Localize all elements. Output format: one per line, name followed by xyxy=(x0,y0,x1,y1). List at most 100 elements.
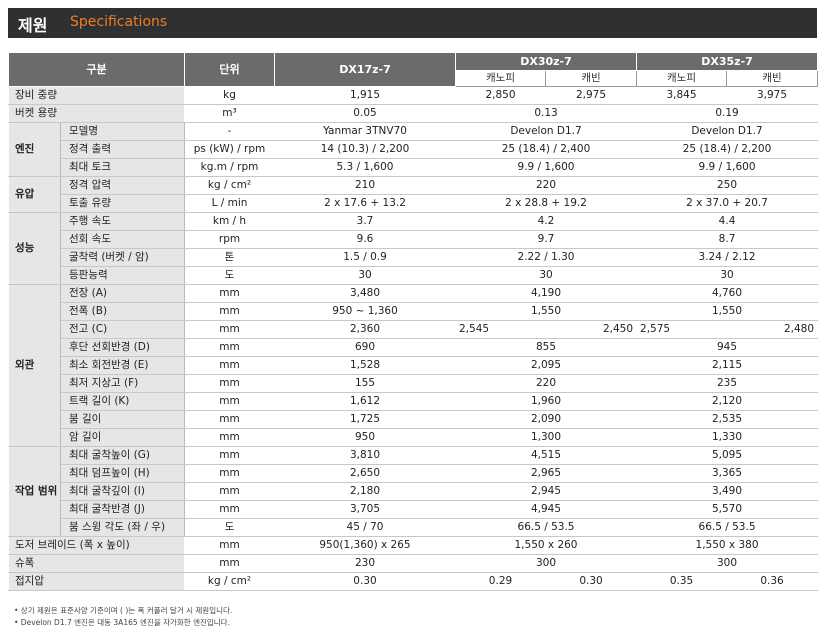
table-row: 정격 출력 ps (kW) / rpm 14 (10.3) / 2,200 25… xyxy=(9,140,819,159)
cell-dx35-cabin: 3,975 xyxy=(726,86,819,105)
header-dx35-canopy: 캐노피 xyxy=(636,70,728,87)
cell-dx35: 2,535 xyxy=(636,410,819,429)
section-header: 제원 Specifications xyxy=(8,8,817,38)
spec-table: 구분 단위 DX17z-7 DX30z-7 DX35z-7 캐노피 캐빈 캐노피… xyxy=(8,52,819,591)
row-unit: mm xyxy=(184,284,275,303)
cell-dx17: 3,480 xyxy=(274,284,456,303)
row-label: 붐 스윙 각도 (좌 / 우) xyxy=(60,518,185,537)
row-unit: m³ xyxy=(184,104,275,123)
cell-dx30: 9.7 xyxy=(454,230,638,249)
row-label: 최대 덤프높이 (H) xyxy=(60,464,185,483)
section-title-ko: 제원 xyxy=(18,16,48,35)
table-row: 유압 정격 압력 kg / cm² 210 220 250 xyxy=(8,176,819,213)
table-row: 선회 속도 rpm 9.6 9.7 8.7 xyxy=(9,230,819,249)
cell-dx17: 30 xyxy=(274,266,456,285)
cell-dx17: 1.5 / 0.9 xyxy=(274,248,456,267)
cell-dx35: 945 xyxy=(636,338,819,357)
row-unit: ps (kW) / rpm xyxy=(184,140,275,159)
cell-dx17: 690 xyxy=(274,338,456,357)
cell-dx35: 300 xyxy=(636,554,819,573)
cell-dx35: 25 (18.4) / 2,200 xyxy=(636,140,819,159)
header-dx35: DX35z-7 xyxy=(636,52,819,71)
cell-dx17: 2 x 17.6 + 13.2 xyxy=(274,194,456,213)
row-label: 최대 굴착반경 (J) xyxy=(60,500,185,519)
category-performance: 성능 xyxy=(8,212,61,285)
cell-dx30: 66.5 / 53.5 xyxy=(454,518,638,537)
cell-dx30: 220 xyxy=(454,176,638,195)
table-row: 전폭 (B) mm 950 ~ 1,360 1,550 1,550 xyxy=(9,302,819,321)
row-unit: mm xyxy=(184,536,275,555)
table-row: 붐 길이 mm 1,725 2,090 2,535 xyxy=(9,410,819,429)
row-label: 붐 길이 xyxy=(60,410,185,429)
cell-dx17: 2,360 xyxy=(274,320,456,339)
row-label: 최저 지상고 (F) xyxy=(60,374,185,393)
row-unit: 톤 xyxy=(184,248,275,267)
cell-dx30-canopy: 2,850 xyxy=(455,86,546,105)
row-label: 등판능력 xyxy=(60,266,185,285)
cell-dx35: 4,760 xyxy=(636,284,819,303)
table-row: 최저 지상고 (F) mm 155 220 235 xyxy=(9,374,819,393)
table-row: 후단 선회반경 (D) mm 690 855 945 xyxy=(9,338,819,357)
cell-dx35: 9.9 / 1,600 xyxy=(636,158,819,177)
cell-dx30: 1,550 xyxy=(454,302,638,321)
row-label: 모델명 xyxy=(60,122,185,141)
cell-dx30: 4.2 xyxy=(454,212,638,231)
footnote: • Develon D1.7 엔진은 대동 3A165 엔진을 자가화한 엔진입… xyxy=(14,618,230,627)
row-unit: mm xyxy=(184,374,275,393)
table-row: 슈폭 mm 230 300 300 xyxy=(8,554,819,573)
table-row: 최소 회전반경 (E) mm 1,528 2,095 2,115 xyxy=(9,356,819,375)
cell-dx30: 4,515 xyxy=(454,446,638,465)
cell-dx17: 155 xyxy=(274,374,456,393)
cell-dx35-canopy: 0.35 xyxy=(636,572,728,591)
cell-dx30: 9.9 / 1,600 xyxy=(454,158,638,177)
table-row: 작업 범위 최대 굴착높이 (G) mm 3,810 4,515 5,095 xyxy=(8,446,819,537)
table-row: 최대 덤프높이 (H) mm 2,650 2,965 3,365 xyxy=(9,464,819,483)
row-unit: mm xyxy=(184,356,275,375)
table-row: 도저 브레이드 (폭 x 높이) mm 950(1,360) x 265 1,5… xyxy=(8,536,819,555)
row-label: 전폭 (B) xyxy=(60,302,185,321)
cell-dx30: Develon D1.7 xyxy=(454,122,638,141)
cell-dx35: 1,330 xyxy=(636,428,819,447)
cell-dx17: 45 / 70 xyxy=(274,518,456,537)
row-label: 도저 브레이드 (폭 x 높이) xyxy=(8,536,185,555)
row-label: 최대 굴착높이 (G) xyxy=(60,446,185,465)
row-unit: mm xyxy=(184,554,275,573)
cell-dx35: 5,570 xyxy=(636,500,819,519)
row-label: 버켓 용량 xyxy=(8,104,185,123)
table-row: 등판능력 도 30 30 30 xyxy=(9,266,819,285)
cell-dx17: 1,528 xyxy=(274,356,456,375)
cell-dx35: 3.24 / 2.12 xyxy=(636,248,819,267)
cell-dx17: 1,725 xyxy=(274,410,456,429)
cell-dx35: 5,095 xyxy=(636,446,819,465)
row-unit: 도 xyxy=(184,266,275,285)
cell-dx30: 300 xyxy=(454,554,638,573)
row-unit: kg / cm² xyxy=(184,176,275,195)
row-label: 토출 유량 xyxy=(60,194,185,213)
cell-dx17: 0.30 xyxy=(274,572,456,591)
header-unit: 단위 xyxy=(184,52,275,87)
row-unit: km / h xyxy=(184,212,275,231)
cell-dx17: 3,705 xyxy=(274,500,456,519)
header-dx30-canopy: 캐노피 xyxy=(455,70,546,87)
cell-dx35: 3,365 xyxy=(636,464,819,483)
row-unit: mm xyxy=(184,410,275,429)
row-unit: 도 xyxy=(184,518,275,537)
row-unit: kg.m / rpm xyxy=(184,158,275,177)
table-row: 붐 스윙 각도 (좌 / 우) 도 45 / 70 66.5 / 53.5 66… xyxy=(9,518,819,537)
cell-dx17: 2,180 xyxy=(274,482,456,501)
cell-dx30: 1,300 xyxy=(454,428,638,447)
row-unit: mm xyxy=(184,428,275,447)
cell-dx35: Develon D1.7 xyxy=(636,122,819,141)
table-row: 성능 주행 속도 km / h 3.7 4.2 4.4 xyxy=(8,212,819,285)
row-label: 정격 출력 xyxy=(60,140,185,159)
row-unit: - xyxy=(184,122,275,141)
cell-dx35: 4.4 xyxy=(636,212,819,231)
cell-dx30: 2.22 / 1.30 xyxy=(454,248,638,267)
cell-dx17: 3.7 xyxy=(274,212,456,231)
row-label: 전장 (A) xyxy=(60,284,185,303)
table-row: 트랙 길이 (K) mm 1,612 1,960 2,120 xyxy=(9,392,819,411)
row-unit: mm xyxy=(184,302,275,321)
cell-dx30: 0.13 xyxy=(454,104,638,123)
row-unit: mm xyxy=(184,500,275,519)
row-label: 최소 회전반경 (E) xyxy=(60,356,185,375)
